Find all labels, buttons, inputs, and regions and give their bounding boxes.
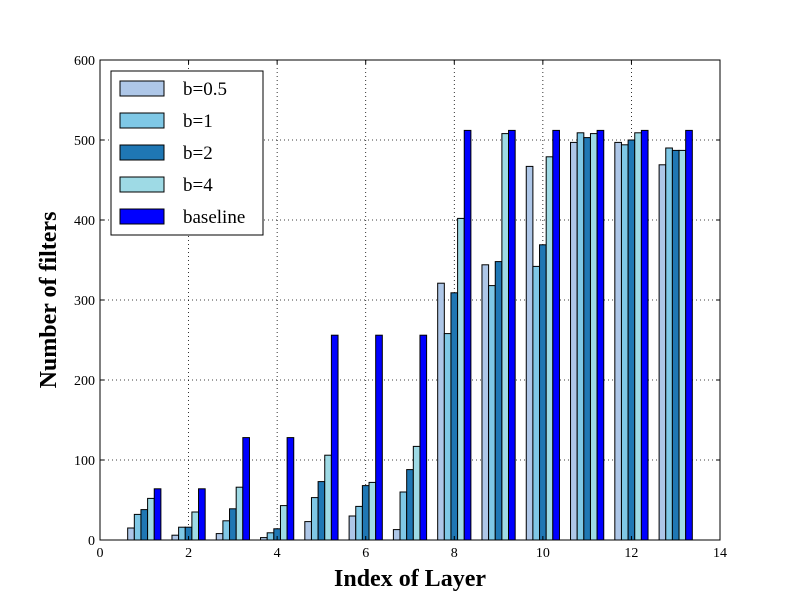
bar-b-1-layer-9	[488, 285, 496, 541]
bar-b-4-layer-4	[279, 505, 288, 541]
legend-swatch	[119, 208, 165, 225]
bar-baseline-layer-7	[419, 334, 428, 541]
y-tick-label: 100	[74, 454, 95, 469]
bar-b-2-layer-8	[450, 292, 459, 541]
bar-b-2-layer-9	[494, 261, 503, 541]
bar-b-4-layer-10	[545, 156, 554, 541]
bar-b-4-layer-1	[147, 497, 155, 541]
bar-b-2-layer-7	[406, 469, 414, 541]
bar-baseline-layer-8	[463, 129, 472, 541]
x-tick-label: 0	[97, 546, 104, 561]
bar-baseline-layer-3	[242, 437, 250, 541]
bar-b-1-layer-12	[620, 144, 629, 541]
bar-b-4-layer-9	[501, 133, 510, 541]
bar-baseline-layer-2	[198, 488, 206, 541]
bars	[127, 129, 693, 541]
bar-b-0-5-layer-13	[658, 164, 667, 541]
bar-b-4-layer-11	[589, 133, 598, 541]
bar-b-0-5-layer-6	[348, 515, 357, 541]
bar-b-0-5-layer-10	[525, 165, 534, 541]
bar-b-1-layer-10	[532, 265, 541, 541]
bar-b-4-layer-7	[412, 445, 421, 541]
bar-b-0-5-layer-2	[171, 534, 180, 541]
bar-b-2-layer-3	[229, 508, 237, 541]
bar-b-2-layer-6	[361, 485, 370, 541]
y-tick-label: 600	[74, 54, 95, 69]
bar-b-2-layer-13	[671, 149, 680, 541]
bar-b-0-5-layer-8	[437, 282, 445, 541]
legend-label: baseline	[183, 207, 245, 228]
bar-baseline-layer-1	[153, 488, 162, 541]
bar-baseline-layer-9	[508, 129, 516, 541]
bar-b-0-5-layer-11	[570, 141, 578, 541]
legend-swatch	[119, 176, 165, 193]
bar-b-2-layer-12	[627, 139, 636, 541]
bar-baseline-layer-5	[330, 334, 339, 541]
bar-b-1-layer-13	[665, 147, 673, 541]
bar-baseline-layer-10	[552, 129, 560, 541]
x-tick-label: 8	[451, 546, 458, 561]
legend-swatch	[119, 80, 165, 97]
bar-b-2-layer-5	[317, 481, 326, 541]
x-tick-label: 14	[713, 546, 727, 561]
bar-b-0-5-layer-5	[304, 521, 312, 541]
y-axis-title: Number of filters	[36, 212, 62, 389]
bar-baseline-layer-11	[596, 129, 605, 541]
bar-b-0-5-layer-9	[481, 264, 490, 541]
bar-b-0-5-layer-12	[614, 141, 622, 541]
bar-b-1-layer-7	[399, 491, 408, 541]
bar-baseline-layer-4	[286, 437, 295, 541]
y-tick-label: 200	[74, 374, 95, 389]
bar-b-4-layer-8	[457, 217, 465, 541]
x-axis-title: Index of Layer	[334, 566, 486, 592]
legend-label: b=1	[183, 111, 213, 132]
x-tick-label: 12	[624, 546, 638, 561]
bar-b-1-layer-6	[355, 505, 363, 541]
legend-label: b=0.5	[183, 79, 227, 100]
bar-b-0-5-layer-1	[127, 527, 135, 541]
legend-label: b=2	[183, 143, 213, 164]
bar-b-4-layer-5	[324, 454, 332, 541]
y-tick-label: 500	[74, 134, 95, 149]
bar-b-4-layer-3	[235, 486, 244, 541]
bar-baseline-layer-6	[375, 334, 383, 541]
y-tick-label: 400	[74, 214, 95, 229]
legend-label: b=4	[183, 175, 213, 196]
bar-b-4-layer-13	[678, 149, 687, 541]
bar-b-1-layer-8	[443, 333, 452, 541]
legend: b=0.5 b=1 b=2 b=4 baseline	[110, 70, 264, 236]
legend-swatch	[119, 144, 165, 161]
bar-b-2-layer-10	[539, 244, 547, 541]
bar-b-1-layer-1	[133, 513, 142, 541]
bar-baseline-layer-13	[685, 129, 693, 541]
bar-b-1-layer-4	[266, 532, 275, 541]
bar-b-1-layer-5	[310, 497, 319, 541]
bar-b-1-layer-3	[222, 520, 231, 541]
y-tick-label: 300	[74, 294, 95, 309]
x-tick-label: 6	[362, 546, 369, 561]
bar-b-4-layer-12	[634, 132, 642, 541]
x-tick-label: 10	[536, 546, 550, 561]
bar-b-0-5-layer-7	[392, 529, 401, 541]
bar-baseline-layer-12	[640, 129, 649, 541]
y-tick-label: 0	[88, 534, 95, 549]
bar-b-4-layer-2	[191, 511, 200, 541]
bar-b-4-layer-6	[368, 481, 377, 541]
x-tick-label: 2	[185, 546, 192, 561]
bar-b-1-layer-11	[576, 132, 585, 541]
bar-b-0-5-layer-3	[215, 533, 224, 541]
bar-b-2-layer-1	[140, 509, 149, 541]
bar-b-2-layer-11	[583, 137, 591, 541]
bar-b-1-layer-2	[178, 526, 186, 541]
legend-swatch	[119, 112, 165, 129]
x-tick-label: 4	[274, 546, 281, 561]
axis-ticks: 0 2 4 6 8 10 12 14 0 100 200 300 400 500 600	[74, 54, 727, 561]
